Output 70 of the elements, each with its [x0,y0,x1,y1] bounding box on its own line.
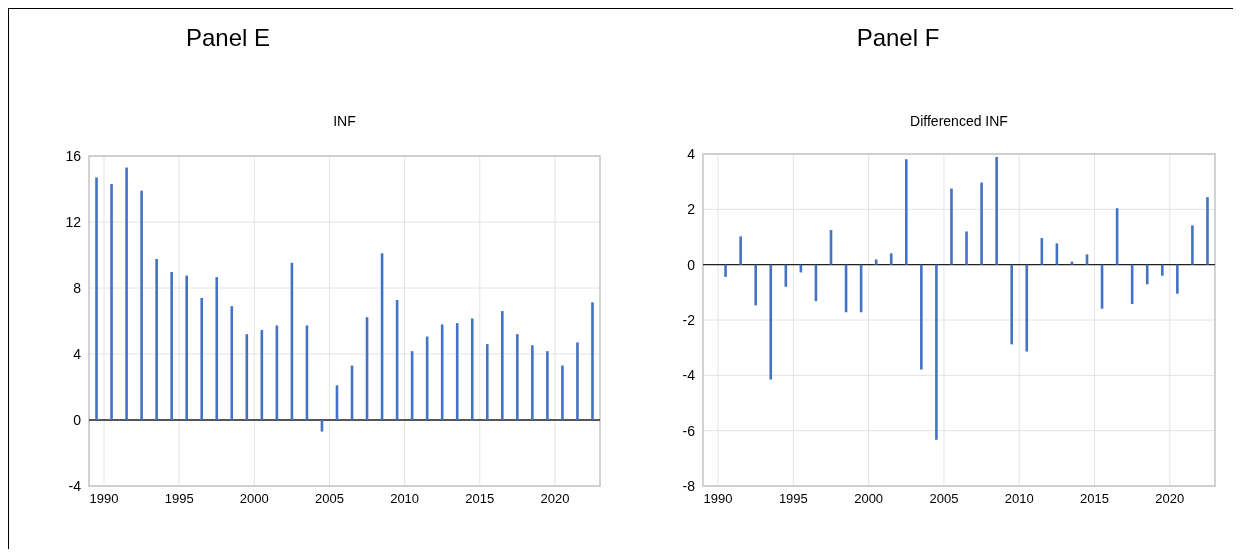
y-tick-label: 0 [687,256,696,273]
y-tick-label: 0 [73,411,82,428]
bar [140,190,143,420]
bar [935,264,938,440]
x-tick-label: 2005 [929,491,959,506]
x-tick-label: 2020 [1155,491,1185,506]
bar [1191,225,1194,265]
x-tick-label: 2015 [1080,491,1109,506]
bar [1010,264,1014,345]
bar [516,334,519,420]
chart-title: Panel F [856,24,940,51]
bar [501,311,504,420]
bar [110,184,113,420]
bar [724,264,727,277]
bar [995,157,998,265]
y-tick-label: -4 [68,477,82,494]
x-tick-label: 2000 [239,491,269,506]
bar [185,275,188,420]
y-tick-label: -8 [682,477,696,494]
y-tick-label: 16 [65,147,82,164]
bar [980,182,983,265]
bar [230,306,234,420]
bar [155,258,158,420]
bar [904,159,908,265]
x-tick-label: 2005 [315,491,344,506]
chart-subtitle: INF [333,113,356,129]
x-tick-label: 2000 [854,491,884,506]
bar [455,323,459,420]
x-tick-label: 1990 [89,491,119,506]
bar [95,177,98,420]
y-tick-label: 8 [73,279,82,296]
x-tick-label: 2010 [1004,491,1034,506]
bar [965,231,968,265]
bar [125,167,128,420]
bar [920,264,923,370]
x-tick-label: 2015 [465,491,495,506]
bar [1176,264,1179,294]
y-tick-label: -2 [682,311,696,328]
bar [1206,197,1209,265]
bar [1025,264,1029,352]
bar [215,277,219,420]
bar [576,342,579,420]
bar [591,302,594,420]
x-tick-label: 1990 [703,491,733,506]
chart-title: Panel E [185,24,271,51]
bar [754,264,758,306]
bar [470,318,474,420]
bar [561,365,564,420]
bar [546,351,549,420]
chart-subtitle: Differenced INF [910,113,1008,129]
bar [531,345,534,420]
bar [889,253,893,265]
bar [170,272,173,420]
y-tick-label: 4 [73,345,82,362]
y-tick-label: 4 [687,145,696,162]
y-tick-label: -6 [682,422,696,439]
bar [769,264,773,380]
y-tick-label: 12 [65,213,82,230]
bar [950,188,953,265]
bar [739,236,742,265]
x-tick-label: 2010 [390,491,420,506]
x-tick-label: 1995 [778,491,808,506]
y-tick-label: -4 [682,367,696,384]
x-tick-label: 2020 [540,491,570,506]
bar [1160,264,1164,276]
bar [485,344,489,420]
bar [1145,264,1149,285]
x-tick-label: 1995 [164,491,194,506]
bar [200,297,204,420]
y-tick-label: 2 [687,201,696,218]
